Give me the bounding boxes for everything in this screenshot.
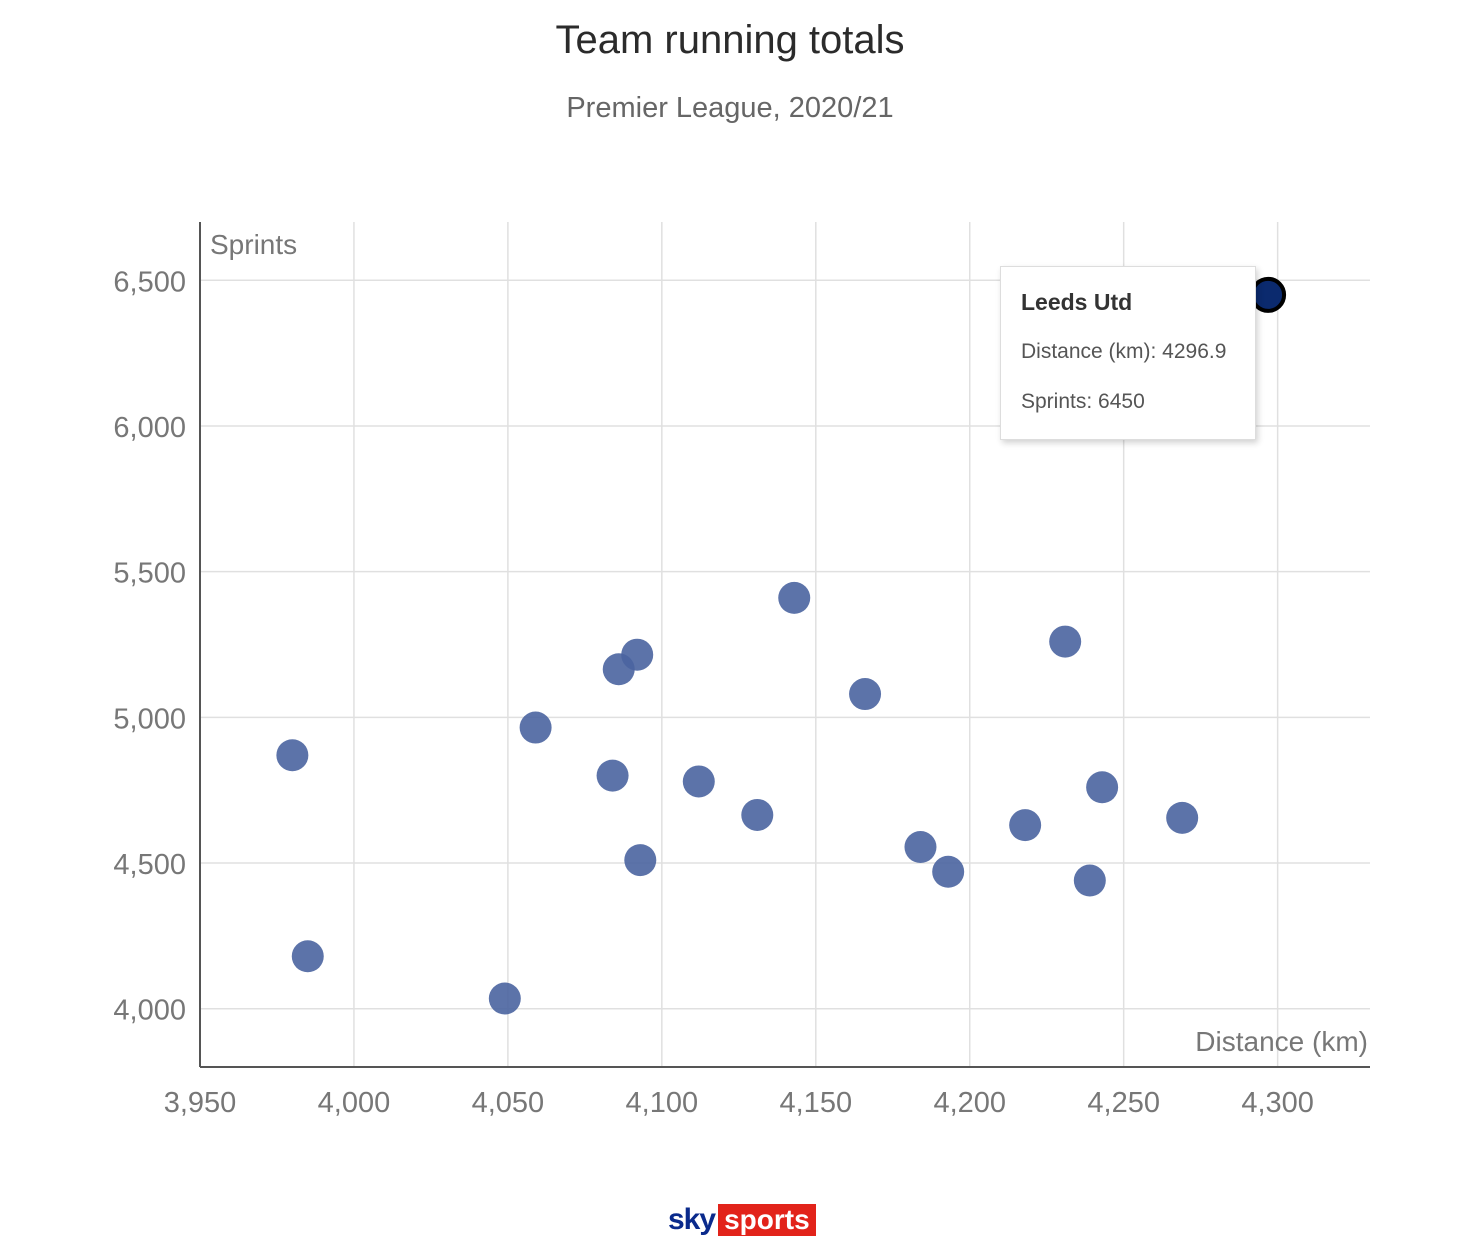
- x-axis-label: Distance (km): [1195, 1026, 1368, 1057]
- logo-sports-text: sports: [718, 1204, 816, 1236]
- x-tick-label: 4,250: [1087, 1087, 1160, 1119]
- data-point: [1073, 864, 1106, 897]
- data-point: [682, 765, 715, 798]
- data-point: [904, 831, 937, 864]
- y-tick-label: 6,000: [113, 412, 186, 444]
- logo-sky-text: sky: [668, 1203, 716, 1236]
- data-point: [488, 982, 521, 1015]
- x-tick-label: 4,300: [1241, 1087, 1314, 1119]
- x-tick-label: 3,950: [164, 1087, 237, 1119]
- y-tick-label: 4,500: [113, 849, 186, 881]
- x-tick-label: 4,200: [933, 1087, 1006, 1119]
- tooltip-sprints: Sprints: 6450: [1021, 390, 1145, 413]
- data-point-highlight: [1250, 276, 1287, 313]
- y-tick-label: 6,500: [113, 266, 186, 298]
- data-point: [291, 940, 324, 973]
- y-axis-label: Sprints: [210, 229, 297, 260]
- y-tick-label: 4,000: [113, 995, 186, 1027]
- y-tick-label: 5,000: [113, 703, 186, 735]
- x-tick-label: 4,050: [472, 1087, 545, 1119]
- data-point: [778, 581, 811, 614]
- x-tick-label: 4,100: [626, 1087, 699, 1119]
- chart-title: Team running totals: [555, 18, 905, 62]
- data-point: [519, 711, 552, 744]
- data-point: [1049, 625, 1082, 658]
- data-point: [1086, 771, 1119, 804]
- data-point: [1009, 809, 1042, 842]
- chart-subtitle: Premier League, 2020/21: [566, 92, 894, 124]
- point-tooltip: Leeds Utd Distance (km): 4296.9 Sprints:…: [1000, 266, 1256, 440]
- data-point: [624, 844, 657, 877]
- tooltip-title: Leeds Utd: [1021, 289, 1133, 315]
- tooltip-distance: Distance (km): 4296.9: [1021, 340, 1227, 363]
- data-point: [1166, 801, 1199, 834]
- data-point: [932, 855, 965, 888]
- data-point: [741, 798, 774, 831]
- x-tick-label: 4,150: [780, 1087, 853, 1119]
- y-tick-label: 5,500: [113, 558, 186, 590]
- sky-sports-logo: sky sports: [668, 1202, 816, 1238]
- data-point: [849, 678, 882, 711]
- data-point: [596, 759, 629, 792]
- data-point: [621, 638, 654, 671]
- x-tick-label: 4,000: [318, 1087, 391, 1119]
- data-point: [276, 739, 309, 772]
